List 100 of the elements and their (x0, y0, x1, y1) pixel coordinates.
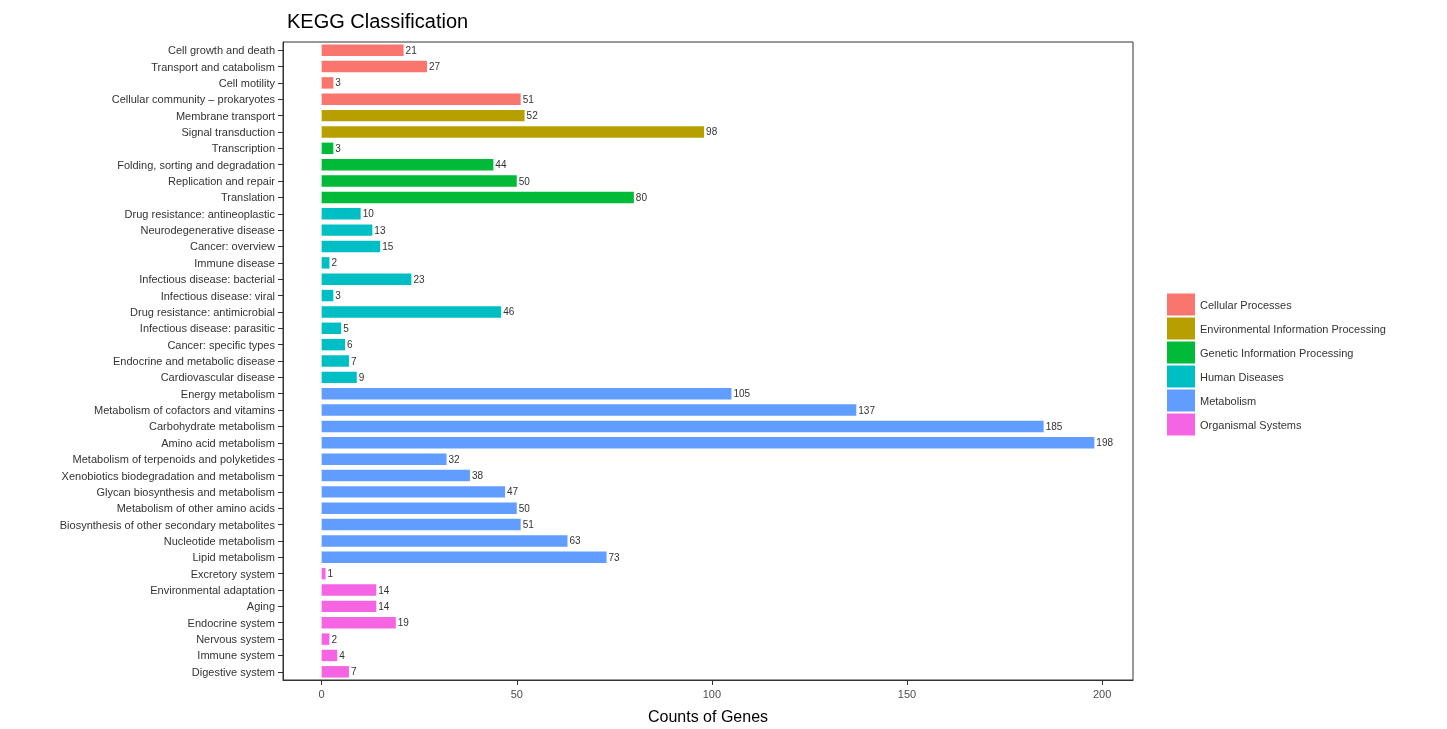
bar (321, 273, 412, 285)
y-tick-label: Infectious disease: bacterial (139, 273, 275, 286)
x-tick-label: 100 (702, 687, 722, 700)
data-label: 3 (335, 142, 342, 154)
y-tick-label: Cell growth and death (167, 44, 275, 57)
bar (321, 289, 334, 302)
y-tick-label: Metabolism of terpenoids and polyketides (72, 453, 276, 466)
data-label: 63 (569, 535, 582, 547)
data-label: 10 (362, 208, 375, 220)
bar (321, 453, 447, 465)
data-label: 9 (358, 371, 365, 383)
y-tick-label: Endocrine and metabolic disease (112, 355, 275, 367)
bar (321, 600, 377, 613)
y-tick-label: Nucleotide metabolism (163, 534, 275, 547)
data-label: 4 (339, 649, 346, 661)
bar (321, 502, 517, 514)
y-tick-label: Infectious disease: parasitic (139, 322, 276, 335)
data-label: 52 (526, 110, 539, 122)
y-tick-label: Energy metabolism (180, 387, 275, 400)
y-tick-label: Translation (220, 191, 275, 204)
y-tick-label: Lipid metabolism (192, 551, 275, 564)
y-tick-label: Environmental adaptation (150, 584, 275, 597)
legend-label: Metabolism (1200, 394, 1257, 407)
data-label: 73 (608, 551, 621, 563)
data-label: 98 (706, 126, 718, 138)
bar (321, 387, 732, 400)
data-label: 32 (448, 453, 461, 465)
legend-label: Cellular Processes (1200, 298, 1293, 311)
data-label: 51 (522, 519, 535, 531)
data-label: 137 (858, 404, 876, 416)
legend-label: Environmental Information Processing (1200, 322, 1386, 335)
x-tick-label: 150 (897, 687, 917, 700)
bar (321, 404, 857, 416)
data-label: 47 (507, 486, 519, 498)
data-label: 6 (347, 339, 354, 351)
y-tick-label: Cell motility (218, 76, 276, 89)
y-tick-label: Infectious disease: viral (160, 289, 275, 302)
data-label: 13 (374, 224, 386, 236)
data-label: 1 (327, 568, 334, 580)
bar (321, 469, 470, 482)
data-label: 5 (343, 322, 350, 334)
bar (321, 224, 373, 236)
x-tick-label: 50 (510, 687, 523, 700)
y-tick-label: Transcription (211, 142, 275, 155)
bar (321, 355, 349, 367)
bar (321, 109, 525, 122)
bar (321, 633, 330, 645)
data-label: 15 (382, 240, 394, 252)
data-label: 14 (378, 584, 390, 596)
legend-label: Genetic Information Processing (1200, 346, 1354, 359)
bar (321, 44, 404, 56)
x-tick-label: 200 (1092, 687, 1112, 700)
bar (321, 191, 634, 204)
y-tick-label: Signal transduction (181, 125, 275, 138)
bar (321, 666, 349, 678)
bar (321, 617, 396, 629)
data-label: 14 (378, 600, 390, 612)
bar (321, 338, 346, 351)
data-label: 46 (503, 306, 515, 318)
legend-label: Human Diseases (1200, 370, 1285, 383)
bar (321, 486, 506, 498)
y-tick-label: Cellular community – prokaryotes (111, 93, 276, 106)
bar (321, 175, 517, 187)
y-tick-label: Neurodegenerative disease (140, 224, 275, 237)
bar (321, 518, 521, 531)
y-tick-label: Cancer: overview (190, 240, 276, 253)
y-tick-label: Endocrine system (187, 616, 275, 629)
bar (321, 60, 428, 73)
bar (321, 535, 568, 547)
data-label: 7 (350, 355, 357, 367)
bar (321, 158, 494, 171)
bar (321, 551, 607, 564)
data-label: 21 (405, 44, 418, 56)
x-axis-title: Counts of Genes (647, 707, 769, 725)
bar (321, 142, 334, 155)
data-label: 27 (429, 61, 441, 73)
y-tick-label: Xenobiotics biodegradation and metabolism (61, 469, 275, 482)
bar (321, 126, 705, 138)
y-tick-label: Folding, sorting and degradation (117, 158, 275, 171)
data-label: 50 (518, 502, 531, 514)
y-tick-label: Replication and repair (167, 175, 276, 188)
data-label: 51 (522, 93, 535, 105)
y-tick-label: Drug resistance: antineoplastic (124, 207, 276, 220)
y-tick-label: Aging (246, 600, 275, 613)
y-tick-label: Biosynthesis of other secondary metabolites (59, 518, 276, 531)
data-label: 105 (733, 388, 751, 400)
data-label: 2 (331, 257, 338, 269)
bar (321, 322, 342, 335)
data-label: 3 (335, 77, 342, 89)
y-tick-label: Cardiovascular disease (160, 371, 275, 384)
bar (321, 77, 334, 89)
bar (321, 208, 361, 220)
y-tick-label: Drug resistance: antimicrobial (130, 305, 275, 318)
y-tick-label: Nervous system (196, 633, 275, 646)
bar (321, 371, 357, 384)
bar (321, 437, 1095, 449)
y-tick-label: Transport and catabolism (151, 60, 275, 73)
y-tick-label: Membrane transport (175, 109, 275, 122)
data-label: 50 (518, 175, 531, 187)
data-label: 38 (471, 470, 484, 482)
